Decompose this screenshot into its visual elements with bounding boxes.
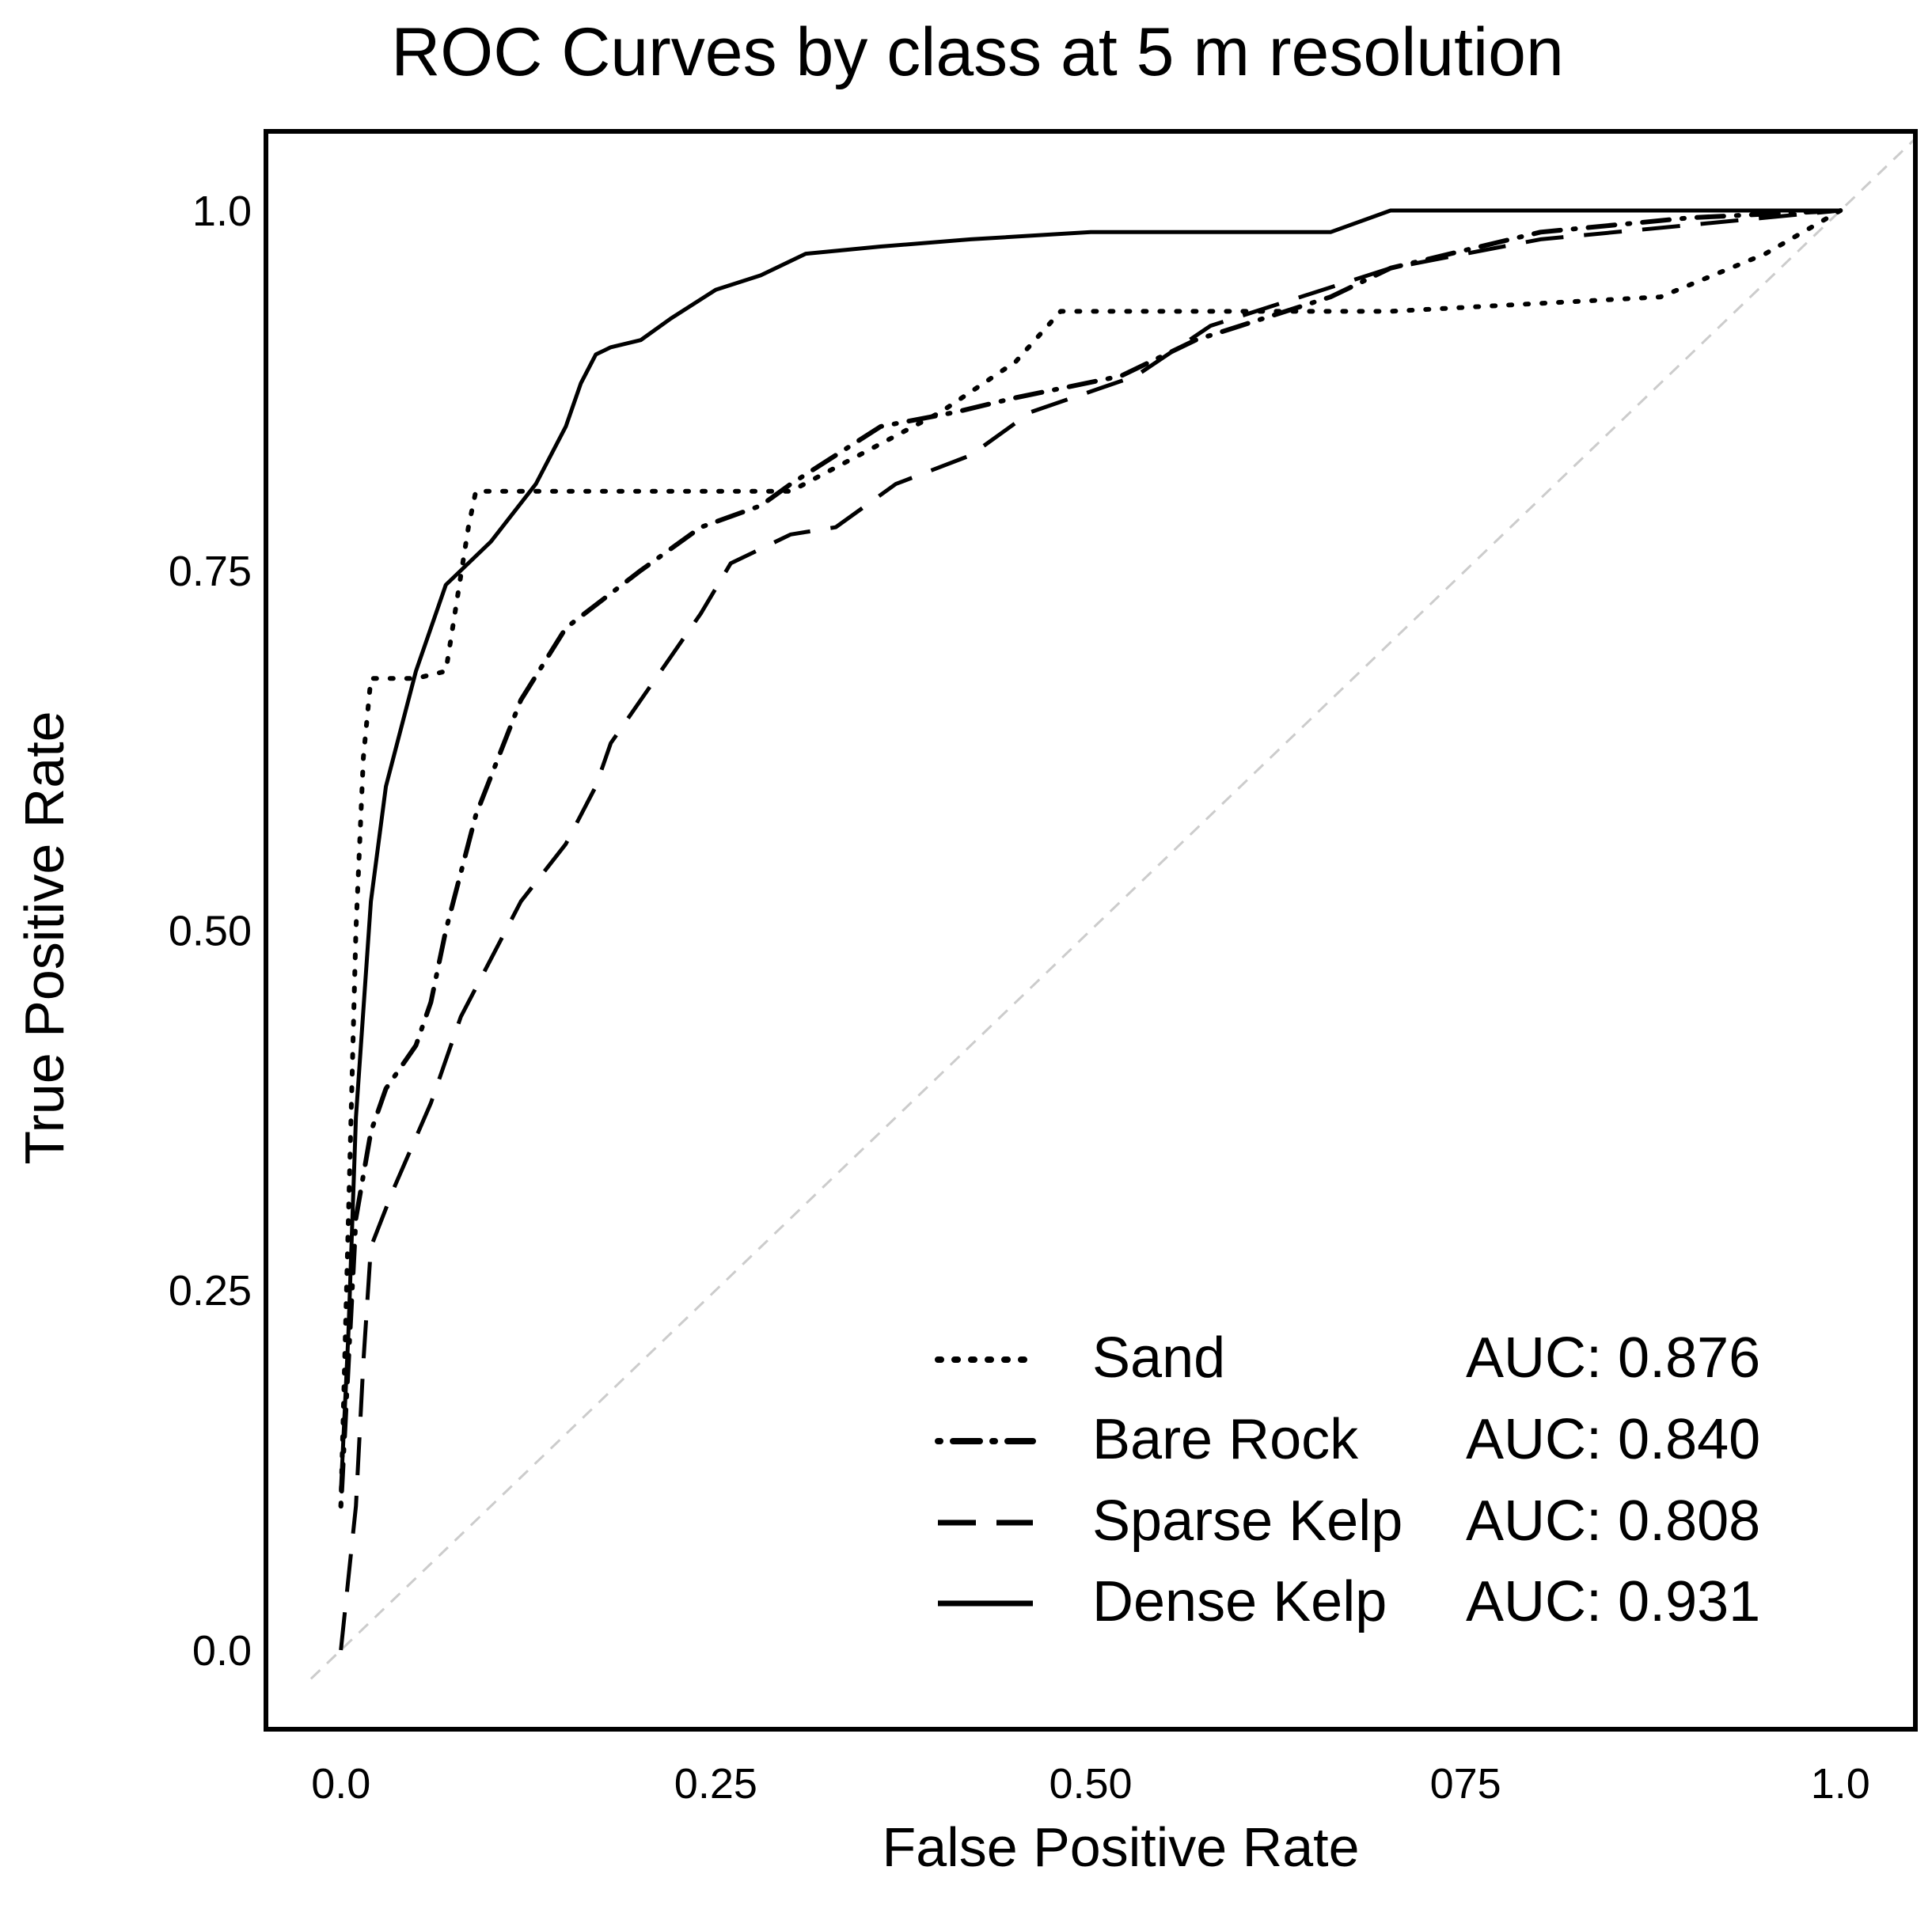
y-tick-label: 0.75 bbox=[169, 548, 252, 595]
legend-label: Dense Kelp bbox=[1092, 1570, 1387, 1633]
y-tick-label: 0.50 bbox=[169, 908, 252, 955]
series-line-bare-rock bbox=[338, 208, 1843, 1509]
y-axis-label: True Positive Rate bbox=[13, 711, 75, 1164]
series-line-sparse-kelp bbox=[339, 208, 1841, 1651]
y-axis-ticks: 0.0 0.25 0.50 0.75 1.0 bbox=[169, 188, 252, 1675]
legend-label: Sand bbox=[1092, 1326, 1225, 1390]
y-tick-label: 0.0 bbox=[192, 1627, 252, 1675]
series-line-sand bbox=[338, 208, 1843, 1509]
x-tick-label: 1.0 bbox=[1811, 1760, 1870, 1808]
legend: Sand AUC: 0.876 Bare Rock AUC: 0.840 Sparse … bbox=[935, 1326, 1760, 1633]
series-layer bbox=[338, 208, 1843, 1651]
chart-title: ROC Curves by class at 5 m resolution bbox=[391, 14, 1564, 90]
legend-label: Sparse Kelp bbox=[1092, 1489, 1403, 1553]
x-tick-label: 0.0 bbox=[311, 1760, 370, 1808]
x-axis-label: False Positive Rate bbox=[882, 1816, 1359, 1878]
x-tick-label: 0.25 bbox=[674, 1760, 757, 1808]
plot-border bbox=[264, 129, 1918, 1732]
x-tick-label: 075 bbox=[1430, 1760, 1501, 1808]
y-tick-label: 0.25 bbox=[169, 1267, 252, 1315]
legend-label: Bare Rock bbox=[1092, 1408, 1359, 1471]
legend-auc: AUC: 0.931 bbox=[1466, 1570, 1760, 1633]
legend-auc: AUC: 0.876 bbox=[1466, 1326, 1760, 1390]
y-tick-label: 1.0 bbox=[192, 188, 252, 235]
legend-auc: AUC: 0.840 bbox=[1466, 1408, 1760, 1471]
legend-auc: AUC: 0.808 bbox=[1466, 1489, 1760, 1553]
diagonal-reference-line bbox=[309, 138, 1917, 1680]
plot-area bbox=[309, 138, 1917, 1680]
x-tick-label: 0.50 bbox=[1049, 1760, 1132, 1808]
x-axis-ticks: 0.0 0.25 0.50 075 1.0 bbox=[311, 1760, 1870, 1808]
series-line-dense-kelp bbox=[339, 208, 1841, 1493]
